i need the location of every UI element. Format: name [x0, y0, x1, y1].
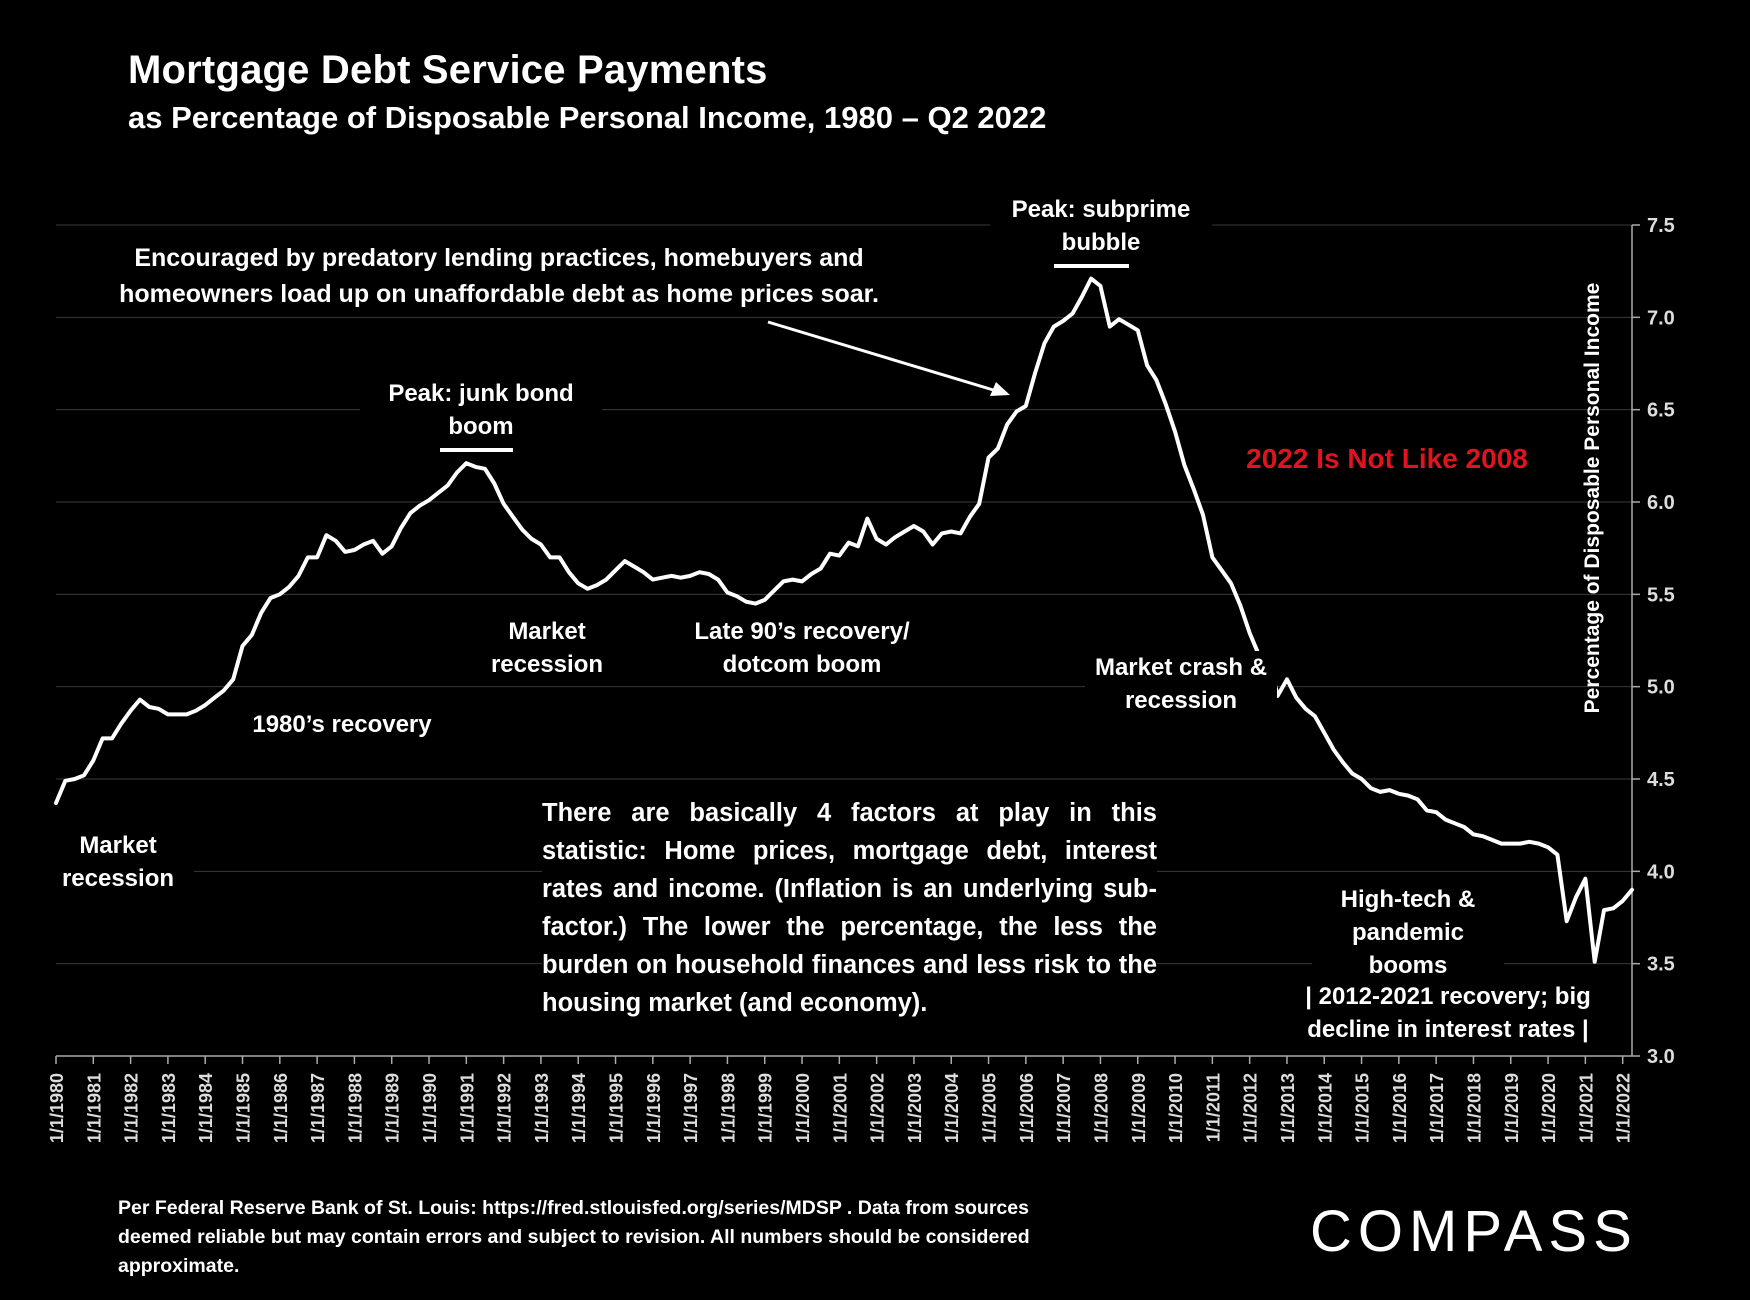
x-tick-label: 1/1/2013 — [1278, 1073, 1298, 1143]
annotation-subprime-peak: Peak: subprime bubble — [990, 193, 1212, 259]
annotation-1980s-recovery: 1980’s recovery — [226, 708, 458, 741]
x-tick-label: 1/1/2014 — [1315, 1073, 1335, 1143]
y-tick-label: 6.0 — [1647, 492, 1675, 514]
x-tick-label: 1/1/2009 — [1129, 1073, 1149, 1143]
arrow-head-icon — [990, 382, 1010, 396]
source-note: Per Federal Reserve Bank of St. Louis: h… — [118, 1197, 1030, 1277]
x-tick-label: 1/1/2019 — [1502, 1073, 1522, 1143]
x-tick-label: 1/1/2001 — [830, 1073, 850, 1143]
x-tick-label: 1/1/1981 — [84, 1073, 104, 1143]
x-tick-label: 1/1/2003 — [905, 1073, 925, 1143]
predatory-arrow-line — [767, 320, 1001, 394]
x-tick-label: 1/1/2016 — [1390, 1073, 1410, 1143]
y-tick-label: 7.0 — [1647, 307, 1675, 329]
x-tick-label: 1/1/2017 — [1427, 1073, 1447, 1143]
y-tick-label: 3.5 — [1647, 954, 1675, 976]
y-tick-label: 3.0 — [1647, 1046, 1675, 1068]
x-tick-label: 1/1/1999 — [756, 1073, 776, 1143]
x-tick-label: 1/1/1993 — [532, 1073, 552, 1143]
x-tick-label: 1/1/2004 — [942, 1073, 962, 1143]
annotation-not-like-2008: 2022 Is Not Like 2008 — [1226, 442, 1548, 475]
y-tick-label: 4.0 — [1647, 861, 1675, 883]
x-tick-label: 1/1/1995 — [607, 1073, 627, 1143]
x-tick-label: 1/1/1983 — [159, 1073, 179, 1143]
annotation-junk-peak: Peak: junk bond boom — [360, 377, 602, 443]
series-line — [54, 276, 1634, 964]
chart-title: Mortgage Debt Service Payments — [128, 48, 768, 92]
y-axis-label: Percentage of Disposable Personal Income — [1581, 282, 1604, 714]
x-tick-label: 1/1/2010 — [1166, 1073, 1186, 1143]
x-tick-label: 1/1/1982 — [122, 1073, 142, 1143]
x-tick-label: 1/1/1980 — [47, 1073, 67, 1143]
x-tick-label: 1/1/2012 — [1241, 1073, 1261, 1143]
x-tick-label: 1/1/1988 — [345, 1073, 365, 1143]
y-tick-label: 7.5 — [1647, 215, 1675, 237]
annotation-predatory: Encouraged by predatory lending practice… — [98, 240, 900, 312]
x-tick-label: 1/1/2007 — [1054, 1073, 1074, 1143]
x-tick-label: 1/1/2022 — [1614, 1073, 1634, 1143]
x-tick-label: 1/1/1984 — [196, 1073, 216, 1143]
x-tick-label: 1/1/1985 — [234, 1073, 254, 1143]
x-tick-label: 1/1/2015 — [1353, 1073, 1373, 1143]
x-tick-label: 1/1/1997 — [681, 1073, 701, 1143]
x-tick-label: 1/1/1989 — [383, 1073, 403, 1143]
x-tick-label: 1/1/2002 — [868, 1073, 888, 1143]
annotation-2012-recovery: | 2012-2021 recovery; big decline in int… — [1272, 980, 1624, 1046]
factors-text: There are basically 4 factors at play in… — [542, 794, 1157, 1022]
x-tick-label: 1/1/1986 — [271, 1073, 291, 1143]
x-tick-label: 1/1/1991 — [457, 1073, 477, 1143]
x-tick-label: 1/1/1996 — [644, 1073, 664, 1143]
x-tick-label: 1/1/2020 — [1539, 1073, 1559, 1143]
x-tick-label: 1/1/2018 — [1464, 1073, 1484, 1143]
x-tick-label: 1/1/1994 — [569, 1073, 589, 1143]
annotation-market-crash: Market crash & recession — [1085, 651, 1277, 717]
y-tick-label: 5.0 — [1647, 677, 1675, 699]
x-tick-label: 1/1/2000 — [793, 1073, 813, 1143]
x-tick-label: 1/1/1992 — [495, 1073, 515, 1143]
annotation-recession-1990s: Market recession — [466, 615, 628, 681]
x-tick-label: 1/1/2011 — [1203, 1073, 1223, 1142]
x-tick-label: 1/1/2008 — [1091, 1073, 1111, 1143]
x-tick-label: 1/1/1990 — [420, 1073, 440, 1143]
x-tick-label: 1/1/2021 — [1576, 1073, 1596, 1143]
annotation-recession-1980: Market recession — [42, 829, 194, 895]
y-tick-label: 4.5 — [1647, 769, 1675, 791]
chart-subtitle: as Percentage of Disposable Personal Inc… — [128, 100, 1047, 135]
x-tick-label: 1/1/1987 — [308, 1073, 328, 1143]
x-tick-label: 1/1/2005 — [980, 1073, 1000, 1143]
x-tick-label: 1/1/2006 — [1017, 1073, 1037, 1143]
annotation-late-90s: Late 90’s recovery/ dotcom boom — [666, 615, 938, 681]
y-tick-label: 5.5 — [1647, 584, 1675, 606]
annotation-hightech: High-tech & pandemic booms — [1312, 883, 1504, 982]
x-tick-label: 1/1/1998 — [718, 1073, 738, 1143]
compass-logo: COMPASS — [1310, 1199, 1638, 1264]
y-tick-label: 6.5 — [1647, 400, 1675, 422]
